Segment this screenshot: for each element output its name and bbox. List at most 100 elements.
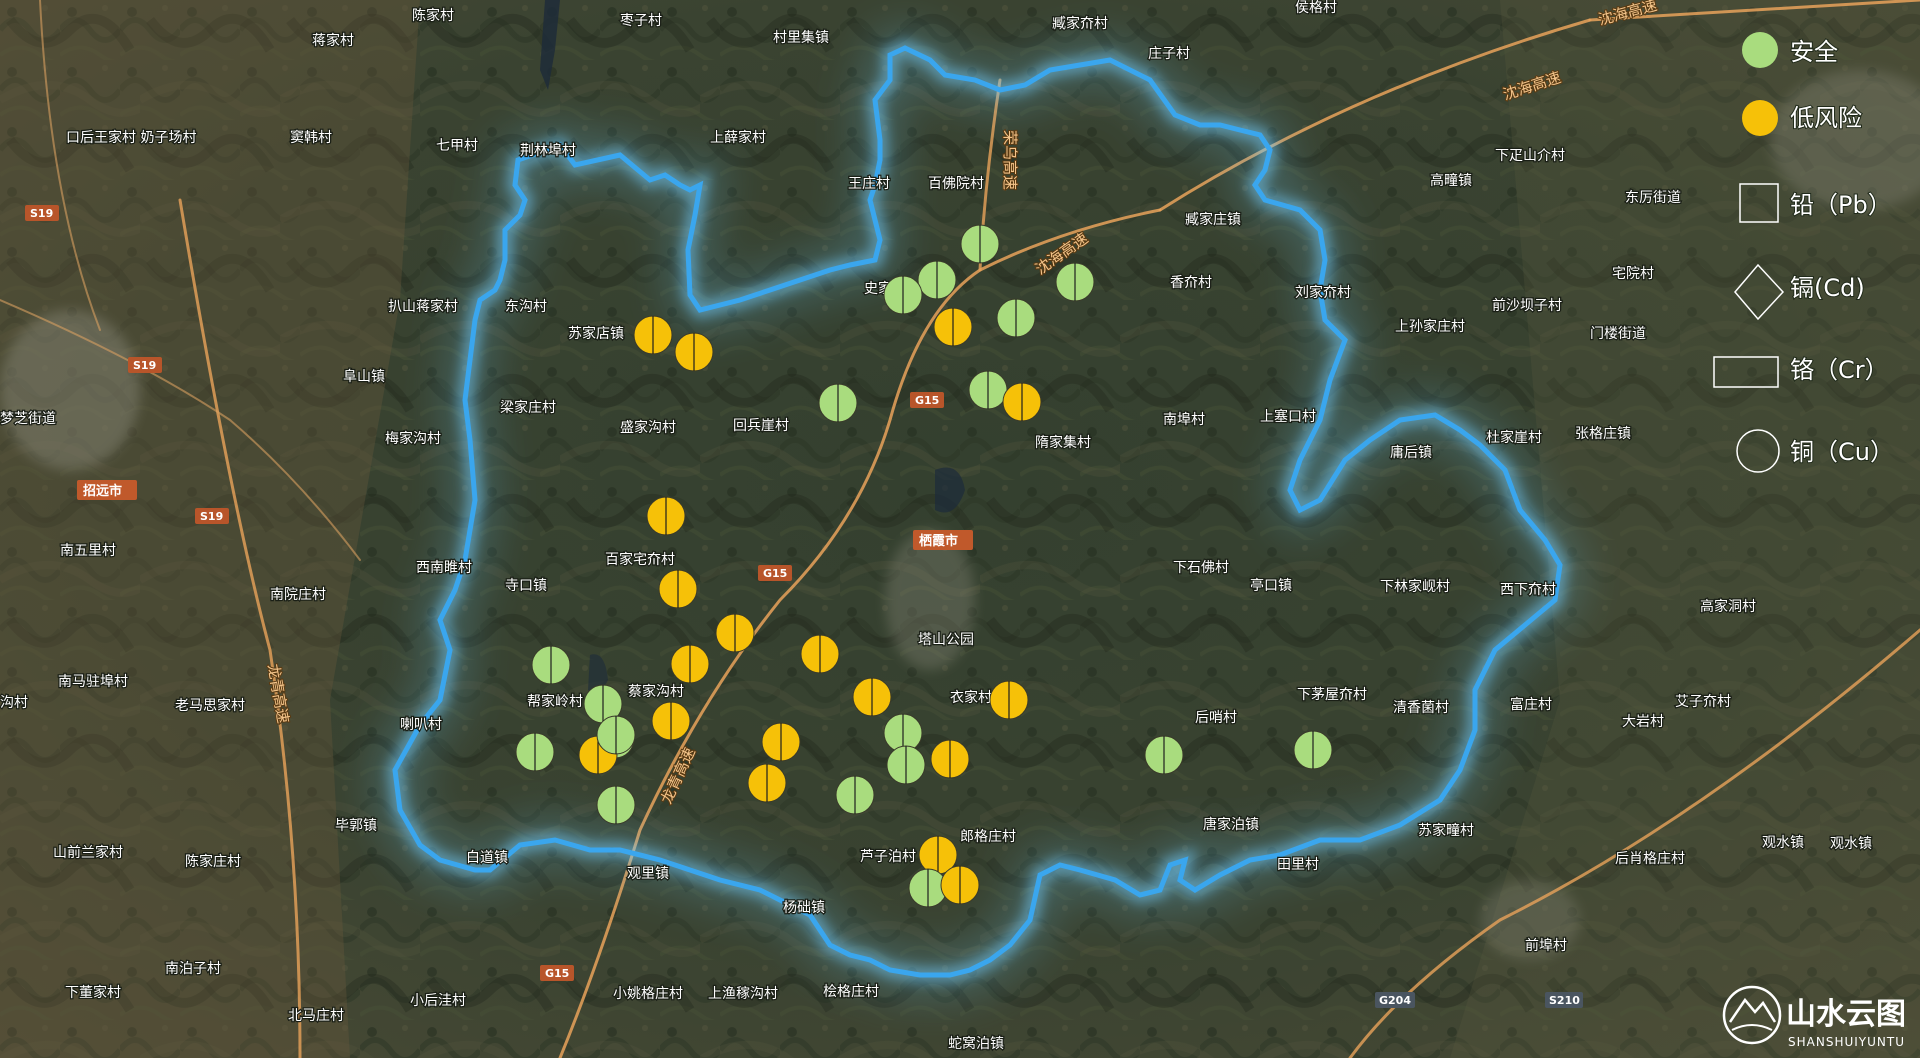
sample-marker-safe[interactable]: [531, 645, 571, 685]
sample-marker-safe[interactable]: [968, 370, 1008, 410]
place-label: 沟村: [0, 695, 28, 711]
sample-marker-low-risk[interactable]: [800, 634, 840, 674]
sample-marker-low-risk[interactable]: [940, 865, 980, 905]
place-label: 张格庄镇: [1575, 425, 1631, 442]
sample-marker-safe[interactable]: [908, 868, 948, 908]
shield-qixia-city: 栖霞市: [913, 530, 973, 550]
place-label: 村里集镇: [773, 29, 829, 46]
urban-zhaoyuan: [0, 310, 140, 470]
place-label: 桧格庄村: [823, 983, 879, 1000]
sample-marker-low-risk[interactable]: [747, 763, 787, 803]
place-label: 口后王家村 奶子场村: [66, 129, 196, 146]
place-label: 蛇窝泊镇: [948, 1035, 1004, 1052]
sample-marker-safe[interactable]: [818, 383, 858, 423]
sample-marker-safe[interactable]: [1144, 735, 1184, 775]
place-label: 蒋家村: [312, 32, 354, 49]
place-label: 衣家村: [950, 689, 992, 706]
shield-g15: G15: [910, 392, 944, 408]
sample-marker-low-risk[interactable]: [930, 739, 970, 779]
sample-marker-low-risk[interactable]: [658, 569, 698, 609]
sample-marker-low-risk[interactable]: [989, 680, 1029, 720]
place-label: 苏家店镇: [568, 325, 624, 342]
place-label: 臧家夼村: [1052, 15, 1108, 32]
place-label: 窦韩村: [290, 130, 332, 146]
sample-marker-safe[interactable]: [515, 732, 555, 772]
logo: 山水云图 SHANSHUIYUNTU: [1722, 985, 1906, 1049]
sample-marker-low-risk[interactable]: [933, 307, 973, 347]
shield-g15: G15: [540, 965, 574, 981]
place-label: 前沙坝子村: [1492, 297, 1562, 314]
place-label: 上渔稼沟村: [708, 986, 778, 1002]
sample-marker-safe[interactable]: [886, 745, 926, 785]
place-labels: 陈家村 枣子村 臧家夼村 侯格村 蒋家村 村里集镇 庄子村 口后王家村 奶子场村…: [0, 0, 1873, 1053]
place-label: 老马思家村: [175, 697, 245, 714]
sample-marker-low-risk[interactable]: [852, 677, 892, 717]
svg-text:G15: G15: [915, 394, 939, 407]
place-label: 前埠村: [1525, 937, 1567, 954]
shield-zhaoyuan-city: 招远市: [77, 480, 137, 500]
place-label: 下疋山介村: [1495, 148, 1565, 164]
sample-marker-low-risk[interactable]: [633, 315, 673, 355]
place-label: 庄子村: [1148, 45, 1190, 62]
legend-low-risk-swatch: [1742, 100, 1778, 136]
urban-east: [1770, 70, 1920, 210]
place-label: 小姚格庄村: [613, 985, 683, 1002]
svg-text:G15: G15: [545, 967, 569, 980]
place-label: 观水镇: [1762, 835, 1804, 851]
svg-text:G204: G204: [1379, 994, 1411, 1007]
legend-cr-rectangle-icon: [1713, 356, 1779, 388]
place-label: 寺口镇: [505, 578, 547, 594]
sample-marker-safe[interactable]: [917, 260, 957, 300]
sample-marker-safe[interactable]: [960, 224, 1000, 264]
sample-marker-low-risk[interactable]: [715, 613, 755, 653]
place-label: 臧家庄镇: [1185, 211, 1241, 228]
sample-marker-low-risk[interactable]: [674, 332, 714, 372]
legend-cu-circle-icon: [1736, 429, 1780, 473]
shield-s19: S19: [195, 508, 229, 524]
legend-safe-swatch: [1742, 32, 1778, 68]
road-shields: S19 S19 S19 G15 G15 G15 G204 S210 栖霞市 招远…: [25, 205, 1583, 1008]
place-label: 上孙家庄村: [1395, 318, 1465, 335]
svg-text:招远市: 招远市: [83, 483, 122, 499]
sample-marker-safe[interactable]: [883, 275, 923, 315]
sample-marker-low-risk[interactable]: [646, 496, 686, 536]
place-label: 盛家沟村: [620, 419, 676, 436]
sample-marker-safe[interactable]: [835, 775, 875, 815]
highway-label: 荣乌高速: [1001, 130, 1019, 190]
sample-marker-safe[interactable]: [1293, 730, 1333, 770]
svg-text:S210: S210: [1549, 994, 1580, 1007]
place-label: 高疃镇: [1430, 172, 1472, 189]
place-label: 郎格庄村: [960, 828, 1016, 845]
sample-marker-low-risk[interactable]: [670, 644, 710, 684]
place-label: 东沟村: [505, 299, 547, 315]
place-label: 北马庄村: [288, 1007, 344, 1024]
place-label: 南马驻埠村: [58, 673, 128, 690]
place-label: 亭口镇: [1250, 577, 1292, 594]
place-label: 艾子夼村: [1675, 694, 1731, 710]
place-label: 荆林埠村: [520, 142, 576, 159]
shield-s19: S19: [128, 357, 162, 373]
sample-marker-safe[interactable]: [1055, 262, 1095, 302]
logo-text: 山水云图: [1786, 997, 1906, 1032]
sample-marker-low-risk[interactable]: [1002, 382, 1042, 422]
place-label: 唐家泊镇: [1203, 816, 1259, 833]
place-label: 下茅屋夼村: [1297, 687, 1367, 703]
place-label: 南埠村: [1163, 411, 1205, 428]
place-label: 杨础镇: [783, 900, 825, 916]
place-label: 陈家村: [412, 7, 454, 24]
svg-text:G15: G15: [763, 567, 787, 580]
sample-marker-safe[interactable]: [596, 785, 636, 825]
sample-marker-safe[interactable]: [596, 715, 636, 755]
sample-marker-low-risk[interactable]: [761, 722, 801, 762]
place-label: 毕郭镇: [335, 817, 377, 834]
legend-cd-diamond-icon: [1734, 263, 1785, 321]
svg-text:S19: S19: [200, 510, 223, 523]
sample-marker-low-risk[interactable]: [651, 701, 691, 741]
place-label: 西下夼村: [1500, 582, 1556, 598]
sample-marker-safe[interactable]: [996, 298, 1036, 338]
place-label: 大岩村: [1622, 714, 1664, 730]
shield-s19: S19: [25, 205, 59, 221]
legend-pb-square-icon: [1739, 183, 1779, 223]
sample-marker-safe[interactable]: [883, 713, 923, 753]
